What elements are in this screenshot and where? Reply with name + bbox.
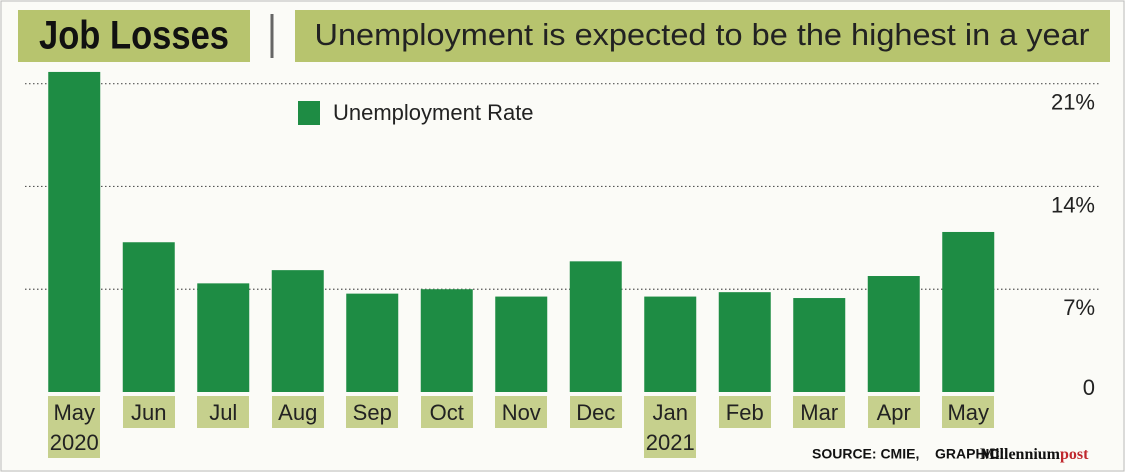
x-tick-label: May — [942, 396, 995, 428]
y-tick-label: 21% — [1051, 89, 1095, 114]
bar — [122, 242, 175, 392]
bar — [48, 71, 101, 392]
legend-swatch — [298, 101, 320, 125]
chart-title: Job Losses — [39, 14, 229, 58]
x-tick-label: May 2020 — [48, 396, 101, 458]
legend-label: Unemployment Rate — [333, 100, 534, 125]
x-tick-label: Feb — [718, 396, 771, 428]
bar — [718, 292, 771, 392]
brand-accent: post — [1060, 446, 1089, 463]
x-tick-label: Aug — [271, 396, 324, 428]
bar — [495, 296, 548, 392]
bar — [569, 261, 622, 392]
x-tick-label: Dec — [569, 396, 622, 428]
bar — [793, 298, 846, 392]
bar — [644, 296, 697, 392]
bar — [197, 283, 250, 392]
bar — [942, 231, 995, 392]
x-tick-label: Jan 2021 — [644, 396, 697, 458]
bar — [420, 289, 473, 392]
credit: GRAPHIC: — [935, 446, 1004, 462]
x-tick-label: Sep — [346, 396, 399, 428]
bar — [867, 276, 920, 392]
brand: Millenniumpost — [980, 446, 1089, 463]
subtitle-box — [295, 10, 1110, 62]
x-tick-label: Jun — [122, 396, 175, 428]
x-tick-label: Oct — [420, 396, 473, 428]
chart-subtitle: Unemployment is expected to be the highe… — [315, 17, 1090, 52]
brand-main: Millennium — [980, 446, 1061, 463]
y-tick-label: 7% — [1063, 295, 1095, 320]
y-tick-label: 0 — [1083, 375, 1095, 400]
bar — [271, 270, 324, 392]
y-tick-label: 14% — [1051, 192, 1095, 217]
bar — [346, 293, 399, 392]
x-tick-label: Jul — [197, 396, 250, 428]
x-tick-label: Nov — [495, 396, 548, 428]
source: SOURCE: CMIE, — [812, 446, 919, 462]
title-box — [18, 10, 250, 62]
x-tick-label: Apr — [867, 396, 920, 428]
x-tick-label: Mar — [793, 396, 846, 428]
